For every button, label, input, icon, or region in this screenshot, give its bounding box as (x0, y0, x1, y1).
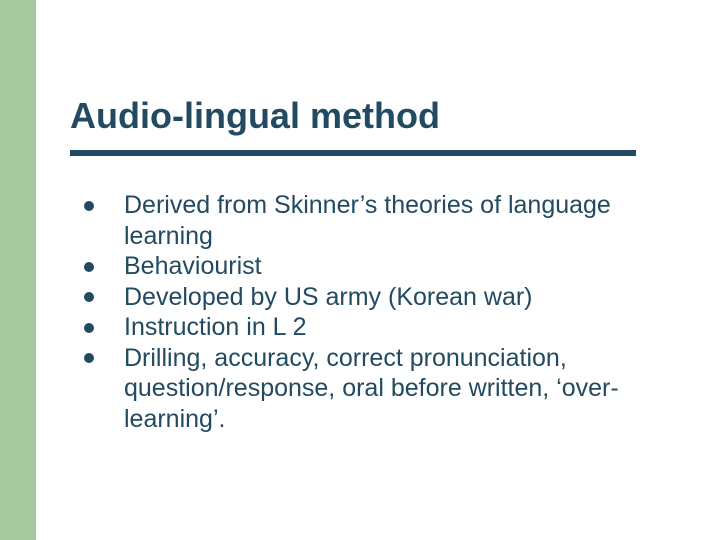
bullet-item: Drilling, accuracy, correct pronunciatio… (84, 343, 644, 435)
bullet-icon (84, 353, 94, 363)
bullet-item: Instruction in L 2 (84, 312, 644, 343)
bullet-text: Behaviourist (124, 252, 262, 280)
title-underline (70, 150, 636, 156)
bullet-item: Behaviourist (84, 251, 644, 282)
bullet-text: Drilling, accuracy, correct pronunciatio… (124, 344, 619, 433)
slide: Audio-lingual method Derived from Skinne… (0, 0, 720, 540)
left-accent-bar (0, 0, 36, 540)
bullet-icon (84, 292, 94, 302)
bullet-text: Derived from Skinner’s theories of langu… (124, 191, 611, 250)
bullet-item: Derived from Skinner’s theories of langu… (84, 190, 644, 251)
bullet-text: Instruction in L 2 (124, 313, 307, 341)
slide-title: Audio-lingual method (70, 95, 440, 137)
bullet-item: Developed by US army (Korean war) (84, 282, 644, 313)
bullet-icon (84, 323, 94, 333)
bullet-list: Derived from Skinner’s theories of langu… (84, 190, 644, 434)
bullet-icon (84, 262, 94, 272)
slide-content: Derived from Skinner’s theories of langu… (84, 190, 644, 434)
bullet-icon (84, 201, 94, 211)
bullet-text: Developed by US army (Korean war) (124, 283, 533, 311)
